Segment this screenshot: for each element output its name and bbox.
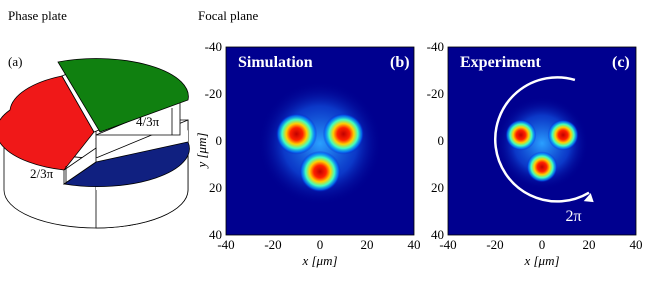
phase-plate [0, 58, 190, 229]
panel-label: (c) [612, 54, 630, 71]
intensity-spot [322, 113, 365, 155]
step-label: 4/3π [136, 114, 160, 129]
arrow-head [583, 193, 594, 203]
panel-title: Phase plate [8, 8, 67, 23]
x-tick-label: 20 [583, 237, 596, 252]
rotation-arrow [493, 76, 590, 203]
panel-label: (b) [390, 54, 410, 71]
x-tick-label: -20 [264, 237, 281, 252]
y-tick-label: 0 [438, 133, 445, 148]
panel-label: (a) [8, 54, 22, 69]
x-tick-label: -40 [217, 237, 234, 252]
x-tick-label: 0 [317, 237, 324, 252]
panel-name: Experiment [460, 54, 542, 71]
intensity-spot [299, 150, 341, 193]
intensity-spot [547, 119, 579, 151]
heatmap-frame [225, 46, 415, 236]
y-tick-label: -20 [427, 86, 444, 101]
intensity-spot [275, 113, 318, 155]
x-tick-label: 0 [539, 237, 546, 252]
y-tick-label: -40 [427, 39, 444, 54]
x-tick-label: 40 [408, 237, 421, 252]
x-tick-label: 20 [361, 237, 374, 252]
intensity-spot [526, 151, 558, 183]
x-tick-label: -20 [486, 237, 503, 252]
y-axis-label: y [μm] [194, 132, 209, 169]
heatmap-glow [257, 81, 383, 206]
y-tick-label: 0 [216, 133, 223, 148]
panel-title: Focal plane [198, 8, 259, 23]
step-label: 2/3π [30, 166, 54, 181]
heatmap-frame [447, 46, 637, 236]
panel-name: Simulation [238, 54, 313, 71]
y-tick-label: 20 [431, 180, 444, 195]
y-tick-label: 40 [209, 227, 222, 242]
y-tick-label: -40 [205, 39, 222, 54]
y-tick-label: -20 [205, 86, 222, 101]
y-tick-label: 40 [431, 227, 444, 242]
x-tick-label: 40 [630, 237, 643, 252]
y-tick-label: 20 [209, 180, 222, 195]
intensity-spot [505, 119, 537, 151]
x-axis-label: x [μm] [301, 253, 337, 268]
x-tick-label: -40 [439, 237, 456, 252]
annotation: 2π [566, 208, 582, 225]
x-axis-label: x [μm] [523, 253, 559, 268]
